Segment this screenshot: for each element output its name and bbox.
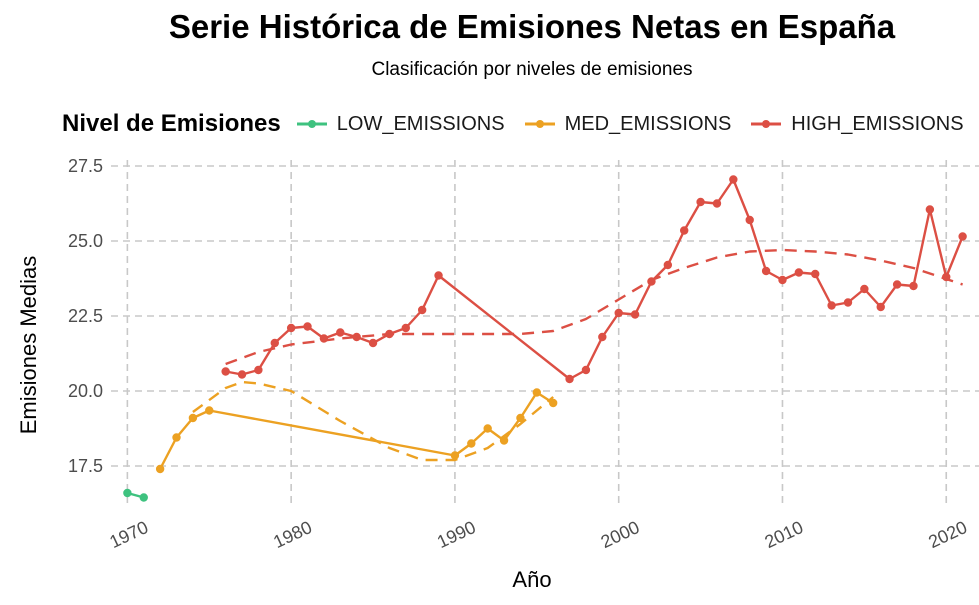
data-point-high-emissions xyxy=(827,301,836,310)
data-point-high-emissions xyxy=(958,232,967,241)
data-point-high-emissions xyxy=(745,215,754,225)
data-point-high-emissions xyxy=(385,329,394,339)
data-point-med-emissions xyxy=(467,439,476,448)
y-tick-label: 20.0 xyxy=(68,381,103,401)
x-tick-label: 1990 xyxy=(434,517,479,552)
series-line-high-emissions xyxy=(225,178,964,381)
x-tick-label: 1980 xyxy=(270,517,315,552)
data-point-high-emissions xyxy=(336,328,345,337)
data-point-high-emissions xyxy=(811,269,820,279)
data-point-high-emissions xyxy=(614,308,623,318)
trend-line-high-emissions xyxy=(225,248,964,366)
data-point-high-emissions xyxy=(712,199,722,208)
data-point-high-emissions xyxy=(680,226,689,235)
data-point-med-emissions xyxy=(548,398,558,408)
data-point-high-emissions xyxy=(761,266,771,276)
data-point-high-emissions xyxy=(286,323,296,333)
data-point-high-emissions xyxy=(843,298,853,307)
legend: Nivel de Emisiones LOW_EMISSIONS MED_EMI… xyxy=(62,109,979,139)
data-point-high-emissions xyxy=(401,323,410,333)
data-point-med-emissions xyxy=(483,424,492,433)
chart-subtitle: Clasificación por niveles de emisiones xyxy=(371,59,693,80)
legend-item-med: MED_EMISSIONS xyxy=(523,112,732,136)
data-point-high-emissions xyxy=(352,332,361,342)
legend-title: Nivel de Emisiones xyxy=(62,110,281,137)
legend-item-low: LOW_EMISSIONS xyxy=(295,113,505,136)
data-point-high-emissions xyxy=(729,175,738,184)
data-point-high-emissions xyxy=(892,280,902,289)
data-point-high-emissions xyxy=(663,260,673,270)
data-point-high-emissions xyxy=(794,268,804,277)
x-tick-label: 2000 xyxy=(598,517,643,552)
chart-title: Serie Histórica de Emisiones Netas en Es… xyxy=(168,8,896,45)
x-tick-label: 2010 xyxy=(762,517,807,552)
data-point-high-emissions xyxy=(925,205,935,214)
legend-key-low xyxy=(296,120,327,128)
y-tick-label: 22.5 xyxy=(68,306,103,326)
data-point-high-emissions xyxy=(876,302,885,312)
data-point-high-emissions xyxy=(368,338,378,348)
y-tick-label: 25.0 xyxy=(68,231,103,251)
data-point-high-emissions xyxy=(221,367,230,376)
data-point-high-emissions xyxy=(860,284,869,294)
legend-label-high: HIGH_EMISSIONS xyxy=(791,112,964,135)
data-point-high-emissions xyxy=(319,334,329,343)
data-point-med-emissions xyxy=(188,413,198,423)
data-point-high-emissions xyxy=(630,310,640,319)
x-tick-label: 2020 xyxy=(925,517,970,552)
data-point-high-emissions xyxy=(417,305,427,315)
data-point-low-emissions xyxy=(123,488,132,498)
data-point-high-emissions xyxy=(565,374,574,384)
legend-item-high: HIGH_EMISSIONS xyxy=(749,112,964,136)
data-point-high-emissions xyxy=(909,281,918,291)
legend-key-high xyxy=(751,120,782,128)
data-point-low-emissions xyxy=(139,493,148,502)
data-point-high-emissions xyxy=(647,277,656,286)
data-point-high-emissions xyxy=(254,365,263,375)
data-point-med-emissions xyxy=(155,464,165,474)
data-point-med-emissions xyxy=(172,433,181,442)
data-point-med-emissions xyxy=(205,406,214,415)
data-point-high-emissions xyxy=(696,197,705,207)
data-point-med-emissions xyxy=(532,388,542,397)
y-axis-title: Emisiones Medias xyxy=(16,256,41,435)
x-axis-title: Año xyxy=(512,567,551,592)
data-point-high-emissions xyxy=(942,272,951,282)
legend-label-low: LOW_EMISSIONS xyxy=(336,112,505,135)
x-tick-label: 1970 xyxy=(106,517,151,552)
y-tick-label: 27.5 xyxy=(68,156,103,176)
legend-label-med: MED_EMISSIONS xyxy=(564,112,732,135)
y-tick-label: 17.5 xyxy=(68,456,103,476)
data-point-high-emissions xyxy=(598,332,607,342)
data-point-high-emissions xyxy=(581,365,591,375)
data-point-high-emissions xyxy=(303,322,312,331)
trend-line-med-emissions xyxy=(192,380,554,462)
legend-key-med xyxy=(524,120,555,128)
data-point-med-emissions xyxy=(499,436,509,445)
data-point-high-emissions xyxy=(237,370,247,379)
data-point-high-emissions xyxy=(778,275,787,285)
data-point-high-emissions xyxy=(270,338,279,348)
data-point-med-emissions xyxy=(450,451,460,460)
data-point-med-emissions xyxy=(516,413,525,423)
data-point-high-emissions xyxy=(434,271,443,280)
